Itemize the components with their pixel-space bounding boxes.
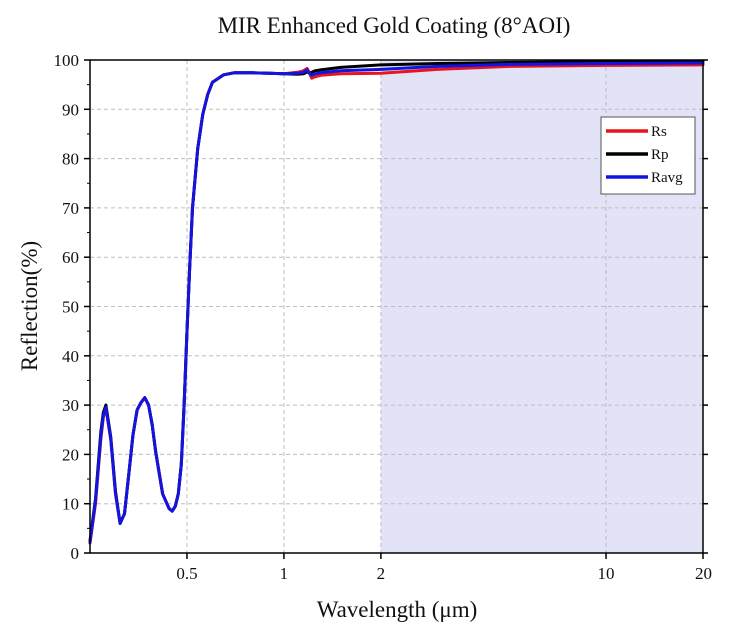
y-tick-label: 70 bbox=[62, 199, 79, 218]
series-line-ravg bbox=[88, 61, 705, 544]
legend-label-rp: Rp bbox=[651, 147, 669, 163]
x-tick-label: 10 bbox=[598, 564, 615, 583]
y-tick-label: 10 bbox=[62, 495, 79, 514]
x-tick-label: 1 bbox=[280, 564, 289, 583]
y-tick-label: 60 bbox=[62, 248, 79, 267]
x-tick-label: 0.5 bbox=[176, 564, 197, 583]
y-tick-label: 20 bbox=[62, 445, 79, 464]
y-tick-label: 40 bbox=[62, 347, 79, 366]
chart-title: MIR Enhanced Gold Coating (8°AOI) bbox=[218, 13, 571, 38]
legend-label-rs: Rs bbox=[651, 124, 667, 140]
y-tick-label: 80 bbox=[62, 150, 79, 169]
y-tick-label: 30 bbox=[62, 396, 79, 415]
y-tick-label: 50 bbox=[62, 298, 79, 317]
x-tick-label: 20 bbox=[695, 564, 712, 583]
y-axis-title: Reflection(%) bbox=[17, 241, 42, 371]
x-tick-label: 2 bbox=[377, 564, 386, 583]
y-tick-label: 0 bbox=[71, 544, 80, 563]
legend: Rs Rp Ravg bbox=[600, 116, 696, 195]
plot-area: 0 10 20 30 40 50 60 70 80 90 100 0.5 1 2 10 20 Rs Rp Ravg bbox=[54, 51, 713, 583]
legend-label-ravg: Ravg bbox=[651, 170, 683, 186]
y-tick-label: 100 bbox=[54, 51, 80, 70]
x-axis-title: Wavelength (μm) bbox=[317, 597, 478, 622]
y-tick-label: 90 bbox=[62, 100, 79, 119]
